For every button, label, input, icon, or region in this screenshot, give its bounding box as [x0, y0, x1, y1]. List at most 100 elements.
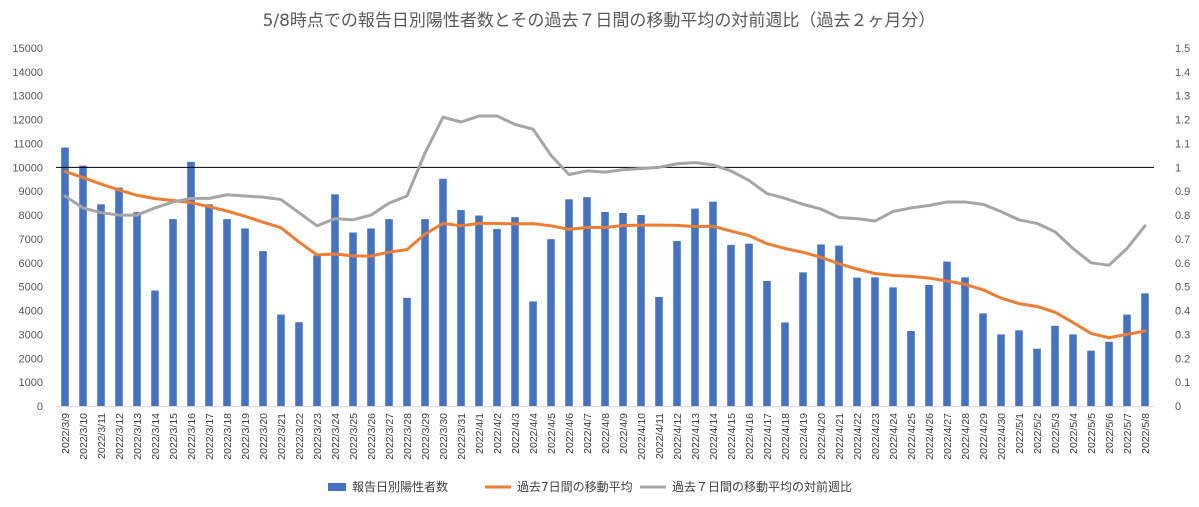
x-tick-label: 2022/3/29	[420, 413, 432, 460]
bar	[1123, 314, 1131, 406]
bar	[907, 331, 915, 406]
bar	[547, 239, 555, 406]
x-tick-label: 2022/5/3	[1050, 413, 1062, 454]
x-tick-label: 2022/4/26	[924, 413, 936, 460]
y-left-tick-label: 0	[37, 401, 43, 413]
x-tick-label: 2022/3/31	[456, 413, 468, 460]
legend-label: 過去7日間の移動平均	[517, 480, 633, 494]
bar	[133, 212, 141, 406]
y-right-tick-label: 0	[1175, 401, 1181, 413]
y-right-tick-label: 1	[1175, 162, 1181, 174]
x-tick-label: 2022/4/7	[582, 413, 594, 454]
y-left-tick-label: 14000	[12, 67, 43, 79]
y-right-axis: 0 0.1 0.2 0.3 0.4 0.5 0.6 0.7 0.8 0.9 1 1.1 1.2 1.3 1.…	[1175, 43, 1190, 413]
bar	[151, 290, 159, 406]
bar	[475, 215, 483, 406]
bar	[439, 178, 447, 406]
bar	[1105, 341, 1113, 406]
bar	[187, 161, 195, 406]
bar	[1051, 325, 1059, 406]
y-left-tick-label: 13000	[12, 91, 43, 103]
bar	[889, 287, 897, 406]
x-tick-label: 2022/4/20	[816, 413, 828, 460]
bar	[115, 187, 123, 406]
bar	[997, 334, 1005, 406]
bar	[781, 322, 789, 406]
x-tick-label: 2022/3/15	[168, 413, 180, 460]
x-tick-label: 2022/3/21	[276, 413, 288, 460]
x-tick-label: 2022/3/10	[78, 413, 90, 460]
x-tick-label: 2022/3/16	[186, 413, 198, 460]
x-tick-label: 2022/4/22	[852, 413, 864, 460]
bar	[97, 204, 105, 406]
legend-label: 報告日別陽性者数	[352, 479, 448, 494]
x-tick-label: 2022/4/25	[906, 413, 918, 460]
y-left-tick-label: 11000	[13, 138, 43, 150]
x-tick-label: 2022/4/19	[798, 413, 810, 460]
x-tick-label: 2022/5/8	[1140, 413, 1152, 454]
y-left-tick-label: 6000	[19, 258, 43, 270]
x-tick-label: 2022/3/19	[240, 413, 252, 460]
x-tick-label: 2022/3/28	[402, 413, 414, 460]
x-tick-label: 2022/4/13	[690, 413, 702, 460]
x-tick-label: 2022/4/6	[564, 413, 576, 454]
bar	[619, 212, 627, 406]
moving-average-line	[63, 169, 1147, 340]
bar	[853, 277, 861, 406]
chart-title: 5/8時点での報告日別陽性者数とその過去７日間の移動平均の対前週比（過去２ヶ月分…	[263, 11, 936, 31]
bar	[799, 272, 807, 406]
x-tick-label: 2022/4/23	[870, 413, 882, 460]
y-left-tick-label: 12000	[12, 115, 43, 127]
y-left-axis: 0 1000 2000 3000 4000 5000 6000 7000 8000 9000 100…	[12, 43, 43, 413]
x-tick-label: 2022/4/1	[474, 413, 486, 454]
bar	[529, 301, 537, 406]
bar	[493, 228, 501, 406]
x-tick-label: 2022/3/23	[312, 413, 324, 460]
x-tick-label: 2022/4/2	[492, 413, 504, 454]
bar	[403, 297, 411, 406]
x-tick-label: 2022/4/10	[636, 413, 648, 460]
bar	[871, 277, 879, 406]
x-tick-label: 2022/3/24	[330, 413, 342, 460]
x-tick-label: 2022/3/14	[150, 413, 162, 460]
y-right-tick-label: 1.3	[1175, 91, 1190, 103]
x-axis: 2022/3/9 2022/3/10 2022/3/11 2022/3/12 2022/…	[56, 406, 1154, 460]
bar	[979, 313, 987, 406]
y-left-tick-label: 8000	[19, 210, 43, 222]
y-right-tick-label: 0.2	[1175, 353, 1190, 365]
y-left-tick-label: 15000	[12, 43, 43, 55]
plot-area	[56, 114, 1154, 406]
bar	[169, 219, 177, 406]
y-right-tick-label: 0.7	[1175, 234, 1190, 246]
x-tick-label: 2022/3/25	[348, 413, 360, 460]
y-left-tick-label: 5000	[19, 282, 43, 294]
y-right-tick-label: 0.5	[1175, 282, 1190, 294]
x-tick-label: 2022/4/21	[834, 413, 846, 460]
x-tick-label: 2022/4/12	[672, 413, 684, 460]
x-tick-label: 2022/4/3	[510, 413, 522, 454]
legend: 報告日別陽性者数 過去7日間の移動平均 過去７日間の移動平均の対前週比	[328, 479, 852, 494]
bar	[1087, 350, 1095, 406]
y-right-tick-label: 0.6	[1175, 258, 1190, 270]
y-left-tick-label: 9000	[19, 186, 43, 198]
y-right-tick-label: 0.9	[1175, 186, 1190, 198]
x-tick-label: 2022/4/8	[600, 413, 612, 454]
x-tick-label: 2022/4/16	[744, 413, 756, 460]
y-right-tick-label: 0.4	[1175, 306, 1190, 318]
x-tick-label: 2022/3/20	[258, 413, 270, 460]
y-left-tick-label: 1000	[19, 377, 43, 389]
y-right-tick-label: 0.8	[1175, 210, 1190, 222]
y-right-tick-label: 1.1	[1175, 138, 1190, 150]
x-tick-label: 2022/4/14	[708, 413, 720, 460]
bar	[313, 255, 321, 406]
x-tick-label: 2022/5/4	[1068, 413, 1080, 454]
x-tick-label: 2022/3/18	[222, 413, 234, 460]
bar	[295, 322, 303, 406]
x-tick-label: 2022/3/13	[132, 413, 144, 460]
bar	[817, 244, 825, 406]
x-tick-label: 2022/3/22	[294, 413, 306, 460]
x-tick-label: 2022/4/24	[888, 413, 900, 460]
x-tick-label: 2022/3/26	[366, 413, 378, 460]
x-tick-label: 2022/4/11	[654, 413, 666, 459]
